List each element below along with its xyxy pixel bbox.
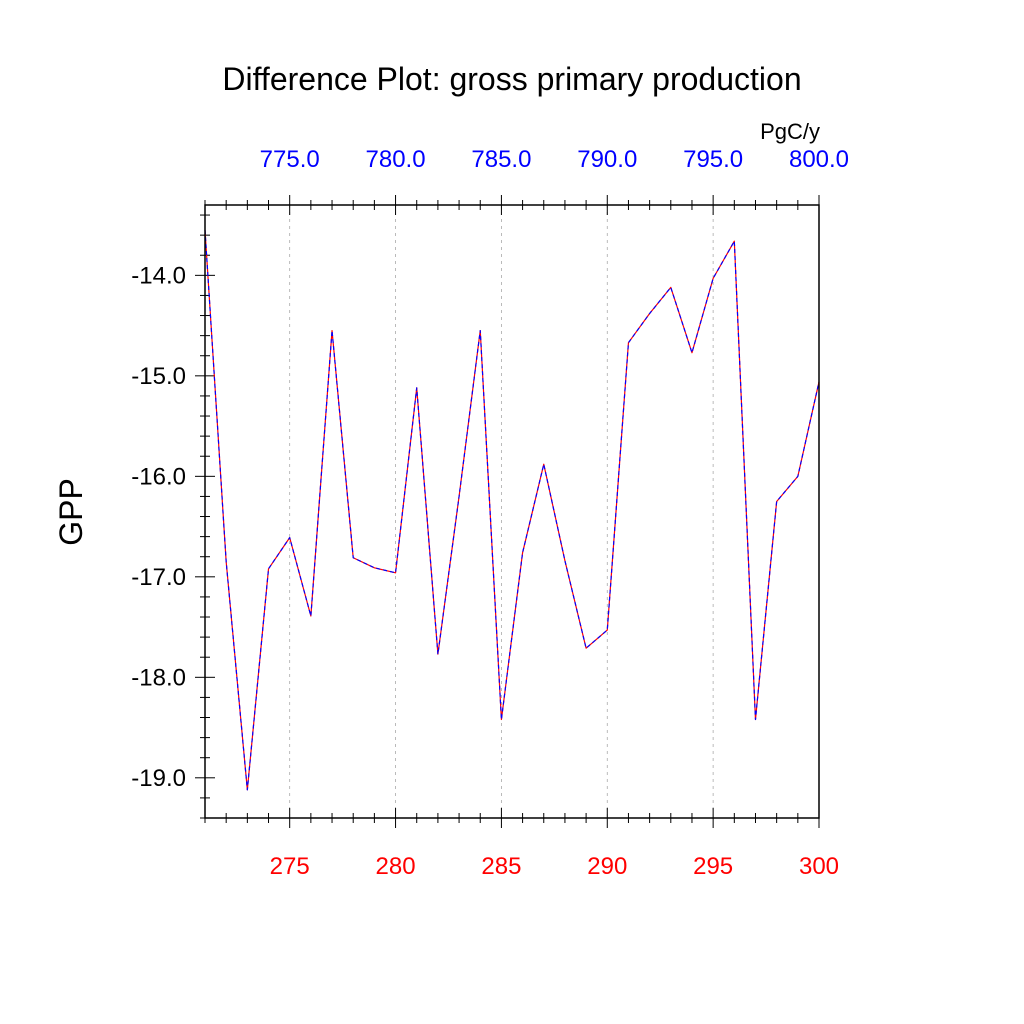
x-tick-label: 280 (376, 853, 416, 880)
x-tick-label: 300 (799, 853, 839, 880)
top-tick-label: 780.0 (366, 146, 426, 173)
x-tick-label: 275 (270, 853, 310, 880)
units-label: PgC/y (760, 119, 820, 144)
top-tick-label: 795.0 (683, 146, 743, 173)
top-tick-label: 800.0 (789, 146, 849, 173)
top-tick-label: 785.0 (471, 146, 531, 173)
y-tick-label: -15.0 (131, 363, 186, 390)
y-axis-label: GPP (53, 478, 89, 546)
series-line-blue (204, 230, 820, 791)
y-tick-label: -16.0 (131, 463, 186, 490)
grid-lines (289, 205, 714, 818)
y-tick-label: -18.0 (131, 664, 186, 691)
top-tick-label: 775.0 (260, 146, 320, 173)
y-tick-label: -17.0 (131, 564, 186, 591)
series-layer (204, 230, 820, 791)
x-tick-label: 285 (481, 853, 521, 880)
top-tick-label: 790.0 (577, 146, 637, 173)
tick-labels: 275 280 285 290 295 300 775.0 780.0 785.0 790.0 79… (131, 146, 849, 880)
x-tick-label: 290 (587, 853, 627, 880)
plot-frame (204, 204, 820, 819)
x-tick-label: 295 (693, 853, 733, 880)
y-tick-label: -19.0 (131, 765, 186, 792)
y-tick-label: -14.0 (131, 262, 186, 289)
axis-ticks (195, 195, 820, 828)
series-line-red (204, 230, 820, 791)
chart-title: Difference Plot: gross primary productio… (222, 61, 801, 97)
